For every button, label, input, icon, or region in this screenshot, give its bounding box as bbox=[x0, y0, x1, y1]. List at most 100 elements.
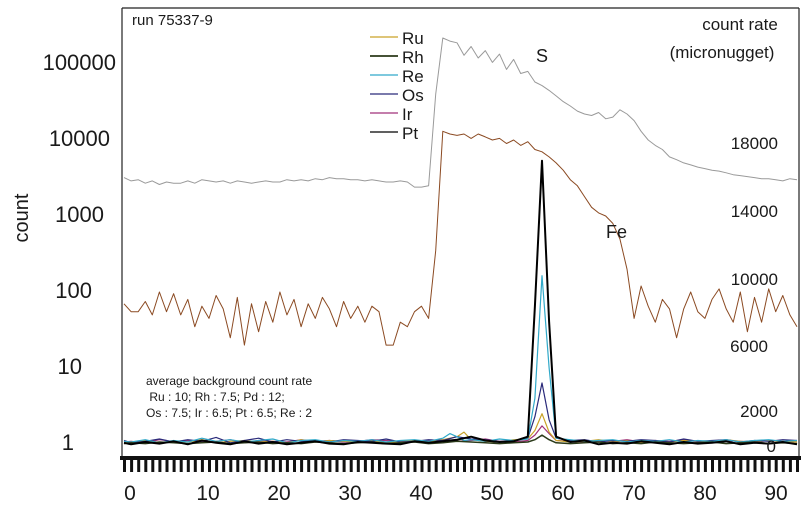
ruler-tick bbox=[434, 460, 438, 472]
legend-label: Os bbox=[402, 86, 424, 105]
ruler-tick bbox=[633, 460, 637, 472]
ruler-tick bbox=[392, 460, 396, 472]
y-tick-label: 1 bbox=[62, 430, 74, 455]
ruler-tick bbox=[385, 460, 389, 472]
x-tick-label: 40 bbox=[409, 482, 432, 505]
legend-label: Pt bbox=[402, 124, 418, 143]
ruler-tick bbox=[427, 460, 431, 472]
right-axis-title-line: count rate bbox=[702, 15, 778, 34]
ruler-tick bbox=[498, 460, 502, 472]
ruler-tick bbox=[477, 460, 481, 472]
ruler-tick bbox=[533, 460, 537, 472]
plot-lines bbox=[123, 37, 798, 446]
ruler-tick bbox=[774, 460, 778, 472]
ruler-tick bbox=[519, 460, 523, 472]
ruler-tick bbox=[420, 460, 424, 472]
ruler-tick bbox=[576, 460, 580, 472]
ruler-tick bbox=[711, 460, 714, 472]
ruler-tick bbox=[363, 460, 367, 472]
y-tick-label: 10000 bbox=[49, 126, 110, 151]
background-note: average background count rate Ru : 10; R… bbox=[146, 374, 312, 420]
background-note-line: average background count rate bbox=[146, 374, 312, 388]
ruler-tick bbox=[640, 460, 644, 472]
right-tick-label: 0 bbox=[767, 437, 776, 456]
series-line-re bbox=[123, 275, 798, 444]
right-tick-label: 14000 bbox=[731, 202, 778, 221]
legend-label: Ru bbox=[402, 29, 424, 48]
ruler-tick bbox=[278, 460, 282, 472]
ruler-tick bbox=[370, 460, 374, 472]
ruler-tick bbox=[130, 460, 134, 472]
ruler-tick bbox=[165, 460, 169, 472]
ruler-tick bbox=[788, 460, 792, 472]
y-tick-label: 100 bbox=[55, 278, 92, 303]
ruler-tick bbox=[739, 460, 743, 472]
ruler-tick bbox=[675, 460, 679, 472]
ruler-tick bbox=[328, 460, 332, 472]
ruler-tick bbox=[314, 460, 318, 472]
ruler-tick bbox=[271, 460, 275, 472]
ruler-tick bbox=[342, 460, 346, 472]
y-tick-label: 1000 bbox=[55, 202, 104, 227]
ruler-tick bbox=[470, 460, 474, 472]
ruler-tick bbox=[626, 460, 629, 472]
ruler-tick bbox=[335, 460, 339, 472]
ruler-tick bbox=[661, 460, 665, 472]
x-tick-label: 20 bbox=[267, 482, 290, 505]
ruler-tick bbox=[682, 460, 686, 472]
ruler-tick bbox=[718, 460, 722, 472]
ruler-tick bbox=[158, 460, 162, 472]
ruler-tick bbox=[753, 460, 757, 472]
right-tick-labels: 18000 14000 10000 6000 2000 0 bbox=[730, 134, 778, 456]
ruler-tick bbox=[456, 460, 459, 472]
ruler-tick bbox=[725, 460, 729, 472]
ruler-tick bbox=[285, 460, 289, 472]
right-tick-label: 10000 bbox=[731, 270, 778, 289]
ruler-tick bbox=[689, 460, 693, 472]
ruler-tick bbox=[448, 460, 452, 472]
ruler-tick bbox=[151, 460, 155, 472]
ruler-ticks bbox=[123, 460, 799, 472]
series-label-fe: Fe bbox=[606, 222, 627, 242]
y-tick-labels: 100000 10000 1000 100 10 1 bbox=[43, 50, 116, 455]
x-tick-label: 10 bbox=[196, 482, 219, 505]
ruler-tick bbox=[526, 460, 530, 472]
series-line-fe bbox=[123, 130, 798, 346]
y-axis-label: count bbox=[11, 193, 33, 242]
ruler-tick bbox=[222, 460, 226, 472]
ruler-tick bbox=[703, 460, 707, 472]
y-tick-label: 10 bbox=[58, 354, 82, 379]
ruler-tick bbox=[491, 460, 495, 472]
ruler-tick bbox=[179, 460, 183, 472]
ruler-tick bbox=[512, 460, 516, 472]
x-axis-ruler bbox=[120, 456, 801, 472]
ruler-tick bbox=[193, 460, 197, 472]
ruler-tick bbox=[236, 460, 240, 472]
ruler-tick bbox=[548, 460, 552, 472]
ruler-tick bbox=[767, 460, 771, 472]
ruler-tick bbox=[172, 460, 176, 472]
ruler-tick bbox=[264, 460, 268, 472]
series-line-os bbox=[123, 382, 798, 444]
series-line-pt bbox=[123, 159, 798, 446]
x-tick-label: 50 bbox=[480, 482, 503, 505]
ruler-tick bbox=[732, 460, 736, 472]
ruler-tick bbox=[746, 460, 750, 472]
ruler-tick bbox=[144, 460, 148, 472]
background-note-line: Ru : 10; Rh : 7.5; Pd : 12; bbox=[146, 390, 285, 404]
ruler-tick bbox=[307, 460, 311, 472]
run-label: run 75337-9 bbox=[132, 12, 213, 29]
right-tick-label: 6000 bbox=[730, 337, 768, 356]
x-tick-label: 60 bbox=[551, 482, 574, 505]
right-axis-title-line: (micronugget) bbox=[670, 43, 775, 62]
x-tick-label: 30 bbox=[338, 482, 361, 505]
ruler-tick bbox=[569, 460, 573, 472]
ruler-tick bbox=[378, 460, 381, 472]
ruler-tick bbox=[137, 460, 141, 472]
ruler-tick bbox=[413, 460, 417, 472]
ruler-tick bbox=[484, 460, 488, 472]
ruler-tick bbox=[505, 460, 509, 472]
legend-label: Rh bbox=[402, 48, 424, 67]
ruler-tick bbox=[293, 460, 296, 472]
